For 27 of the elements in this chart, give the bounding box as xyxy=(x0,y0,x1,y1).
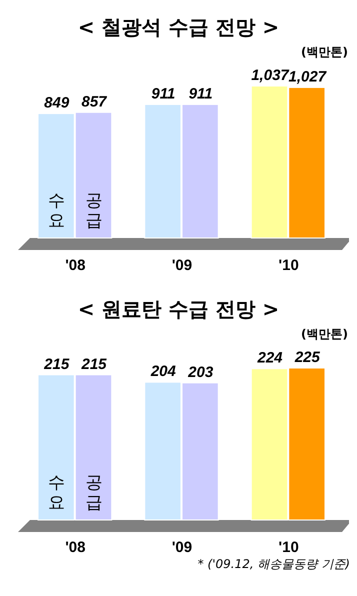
data-label: 911 xyxy=(188,85,213,102)
data-label: 215 xyxy=(43,356,70,373)
data-label: 857 xyxy=(81,93,108,110)
data-label: 203 xyxy=(187,364,214,381)
data-label: 215 xyxy=(80,356,108,373)
chart-title: < 원료탄 수급 전망 > xyxy=(78,297,280,321)
text: * ('09.12, 해송물동량 기준) xyxy=(198,557,350,571)
x-tick-label: '09 xyxy=(172,257,192,274)
x-tick-label: '09 xyxy=(172,539,192,556)
chart-title: < 철광석 수급 전망 > xyxy=(78,15,280,39)
data-label: 1,027 xyxy=(288,68,327,86)
data-label: 1,037 xyxy=(251,67,290,84)
x-tick-label: '08 xyxy=(65,257,86,274)
y-axis-title: (백만톤) xyxy=(301,327,348,341)
series-label: 수요 xyxy=(48,191,66,231)
data-label: 204 xyxy=(150,363,176,380)
y-axis-title: (백만톤) xyxy=(301,45,348,59)
x-tick-label: '10 xyxy=(278,539,299,556)
data-label: 225 xyxy=(294,349,320,366)
x-tick-label: '08 xyxy=(65,539,86,556)
data-label: 224 xyxy=(256,350,284,367)
series-label: 공급 xyxy=(86,473,102,513)
series-label: 공급 xyxy=(86,191,102,231)
series-label: 수요 xyxy=(48,473,66,513)
x-tick-label: '10 xyxy=(278,257,299,274)
data-label: 849 xyxy=(44,94,70,112)
data-label: 911 xyxy=(151,85,176,102)
